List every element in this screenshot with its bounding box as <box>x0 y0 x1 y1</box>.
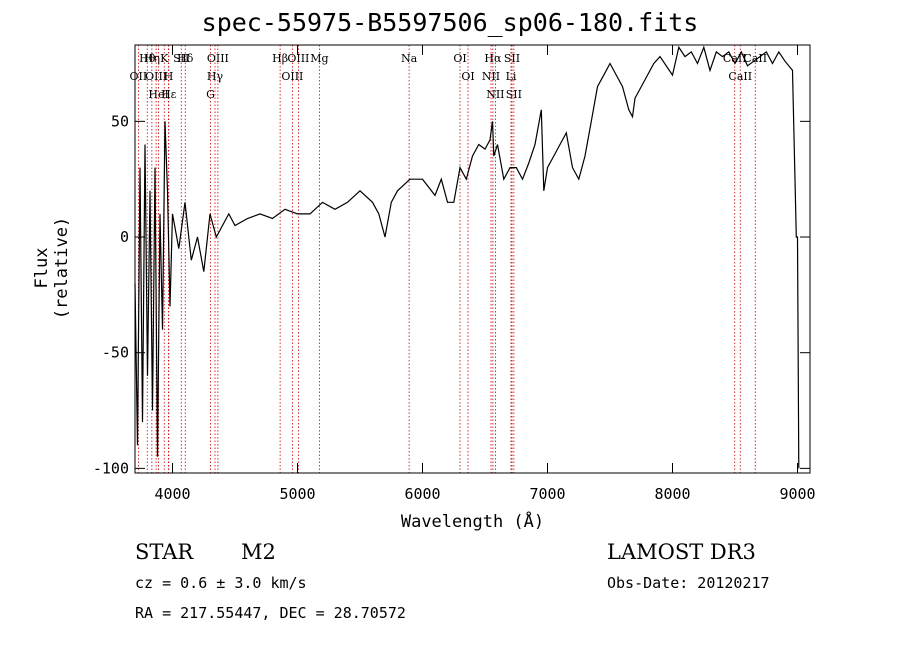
line-label: Hθ <box>139 52 156 65</box>
object-subclass: M2 <box>241 540 276 564</box>
x-tick-label: 6000 <box>404 485 440 503</box>
line-label: CaII <box>723 52 747 65</box>
spectrum-line <box>134 45 800 469</box>
x-axis-ticks: 4000 5000 6000 7000 8000 9000 <box>154 45 816 503</box>
line-label: Hε <box>161 88 177 101</box>
line-label: Hα <box>484 52 502 65</box>
line-label: OII <box>130 70 148 83</box>
line-label: OIII <box>207 52 229 65</box>
survey-name: LAMOST DR3 <box>607 540 756 564</box>
line-label: OI <box>453 52 466 65</box>
y-axis-ticks: -100 -50 0 50 <box>93 112 810 477</box>
line-label: SII <box>506 88 522 101</box>
line-label: HeI <box>148 88 168 101</box>
line-label: Hβ <box>272 52 288 65</box>
line-label: Na <box>401 52 418 65</box>
coordinates: RA = 217.55447, DEC = 28.70572 <box>135 604 406 622</box>
y-tick-label: 50 <box>111 112 129 130</box>
plot-frame <box>134 44 811 474</box>
x-axis-label: Wavelength (Å) <box>400 512 545 532</box>
line-label: SII <box>173 52 189 65</box>
line-label: K <box>160 52 169 65</box>
x-tick-label: 5000 <box>279 485 315 503</box>
line-label: Li <box>506 70 517 83</box>
x-tick-label: 9000 <box>779 485 815 503</box>
line-label: SII <box>504 52 520 65</box>
y-tick-label: -100 <box>93 459 129 477</box>
y-tick-label: -50 <box>102 344 129 362</box>
line-label: CaII <box>728 70 752 83</box>
x-tick-label: 7000 <box>529 485 565 503</box>
line-label: OIII <box>281 70 303 83</box>
redshift-info: cz = 0.6 ± 3.0 km/s <box>135 574 307 592</box>
line-label: NII <box>486 88 504 101</box>
line-label: OIII <box>145 70 167 83</box>
line-label: G <box>206 88 215 101</box>
y-axis-label: Flux (relative) <box>32 216 72 320</box>
line-label: OI <box>461 70 474 83</box>
line-label: Mg <box>310 52 328 65</box>
y-tick-label: 0 <box>120 228 129 246</box>
chart-title: spec-55975-B5597506_sp06-180.fits <box>201 8 699 37</box>
line-label: NII <box>482 70 500 83</box>
x-tick-label: 8000 <box>654 485 690 503</box>
object-class: STAR <box>135 540 194 564</box>
line-label: OIII <box>287 52 309 65</box>
line-label: Hγ <box>207 70 224 83</box>
line-label: Hδ <box>177 52 194 65</box>
line-label: Hη <box>144 52 160 65</box>
line-label: H <box>164 70 174 83</box>
x-tick-label: 4000 <box>154 485 190 503</box>
line-markers <box>137 45 756 473</box>
observation-date: Obs-Date: 20120217 <box>607 574 770 592</box>
